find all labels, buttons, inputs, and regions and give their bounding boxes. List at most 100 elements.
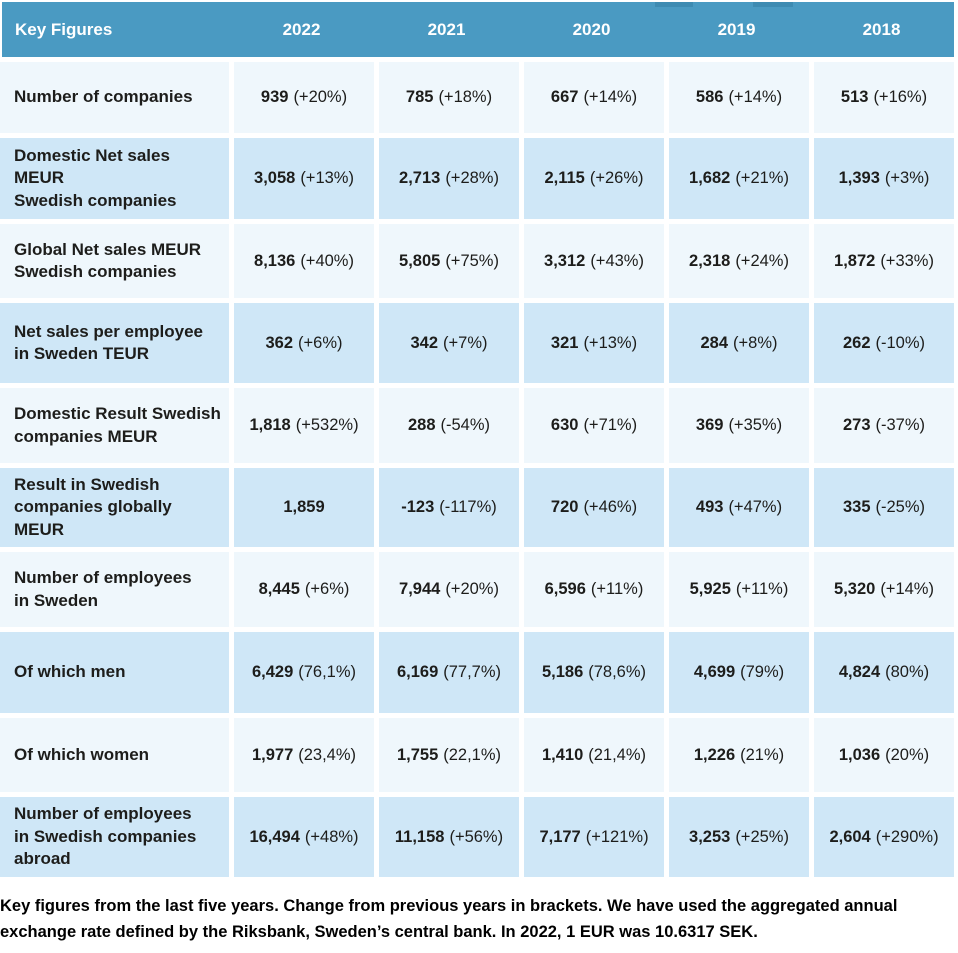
value-cell: 342 (+7%) [379, 303, 519, 383]
value-cell: 4,699 (79%) [669, 632, 809, 713]
cell-change: (+7%) [443, 333, 488, 352]
value-cell: 4,824 (80%) [814, 632, 954, 713]
cell-change: (+532%) [295, 416, 359, 434]
cell-number: 2,604 [829, 827, 871, 846]
row-label: Domestic Net sales MEUR Swedish companie… [14, 145, 177, 210]
cell-change: (20%) [885, 745, 930, 764]
value-cell: 6,596 (+11%) [524, 552, 664, 627]
cell-number: 1,818 [249, 416, 291, 434]
cell-change: (+46%) [583, 498, 638, 516]
row-number-of-companies: Number of companies 939 (+20%) 785 (+18%) … [0, 62, 954, 133]
cell-change: (22,1%) [443, 745, 502, 764]
value-cell: 1,226 (21%) [669, 718, 809, 792]
row-label-cell: Domestic Net sales MEUR Swedish companie… [0, 138, 229, 219]
header-year-2022: 2022 [282, 19, 321, 39]
value-cell: 939 (+20%) [234, 62, 374, 133]
cell-change: (+75%) [445, 251, 499, 270]
value-cell: 1,393 (+3%) [814, 138, 954, 219]
header-year-2019: 2019 [717, 19, 756, 39]
cell-change: (-37%) [875, 416, 926, 434]
cell-change: (-10%) [875, 333, 926, 352]
cell-change: (+25%) [735, 827, 789, 846]
value-cell: 2,713 (+28%) [379, 138, 519, 219]
cell-number: 342 [410, 333, 439, 352]
cell-change: (+21%) [735, 169, 789, 187]
value-cell: 785 (+18%) [379, 62, 519, 133]
row-global-net-sales: Global Net sales MEUR Swedish companies … [0, 224, 954, 298]
row-label: Of which women [14, 744, 150, 764]
cell-number: 667 [550, 88, 579, 106]
cell-change: (+20%) [293, 88, 348, 106]
value-cell: 5,925 (+11%) [669, 552, 809, 627]
table-caption: Key figures from the last five years. Ch… [0, 897, 898, 942]
value-cell: 630 (+71%) [524, 388, 664, 463]
cell-number: 6,429 [251, 663, 294, 681]
value-cell: 586 (+14%) [669, 62, 809, 133]
cell-number: 1,872 [834, 251, 876, 270]
value-cell: 1,755 (22,1%) [379, 718, 519, 792]
cell-change: (+71%) [583, 416, 638, 434]
value-cell: 2,604 (+290%) [814, 797, 954, 877]
cell-number: 8,445 [258, 580, 300, 598]
cell-number: 8,136 [254, 251, 296, 270]
cell-number: 11,158 [394, 827, 445, 846]
row-label: Result in Swedish companies globally MEU… [14, 474, 172, 539]
row-label: Number of employees in Swedish companies… [14, 804, 197, 869]
table-header-row: Key Figures 2022 2021 2020 2019 2018 [2, 2, 954, 57]
value-cell: 2,318 (+24%) [669, 224, 809, 298]
value-cell: 493 (+47%) [669, 468, 809, 547]
header-year-2021: 2021 [427, 19, 466, 39]
cell-change: (+14%) [880, 580, 934, 598]
cell-change: (-25%) [875, 498, 926, 516]
cell-change: (78,6%) [588, 663, 647, 681]
cell-number: 288 [407, 416, 436, 434]
value-cell: 362 (+6%) [234, 303, 374, 383]
value-cell: 321 (+13%) [524, 303, 664, 383]
cell-number: 2,713 [399, 169, 441, 187]
cell-change: (+35%) [728, 416, 783, 434]
value-cell: 11,158 (+56%) [379, 797, 519, 877]
row-label-cell: Of which men [0, 632, 229, 713]
value-cell: 288 (-54%) [379, 388, 519, 463]
row-label: Number of employees in Sweden [14, 568, 192, 610]
cell-change: (23,4%) [298, 745, 357, 764]
cell-change: (21,4%) [588, 745, 647, 764]
cell-number: 362 [265, 333, 294, 352]
cell-change: (-117%) [439, 498, 497, 516]
cell-change: (+11%) [590, 580, 644, 598]
value-cell: 335 (-25%) [814, 468, 954, 547]
row-label-cell: Number of employees in Sweden [0, 552, 229, 627]
cell-change: (+13%) [300, 169, 354, 187]
cell-number: 4,699 [693, 663, 736, 681]
cell-number: 7,944 [399, 580, 441, 598]
value-cell: 1,977 (23,4%) [234, 718, 374, 792]
cell-number: -123 [401, 498, 435, 516]
cell-change: (+8%) [733, 333, 778, 352]
header-year-2018: 2018 [862, 19, 901, 39]
value-cell: 6,169 (77,7%) [379, 632, 519, 713]
value-cell: 1,872 (+33%) [814, 224, 954, 298]
row-label-cell: Net sales per employee in Sweden TEUR [0, 303, 229, 383]
value-cell: 3,312 (+43%) [524, 224, 664, 298]
cell-change: (+40%) [300, 251, 354, 270]
header-top-accent-left [655, 2, 693, 7]
cell-change: (21%) [740, 745, 785, 764]
value-cell: 6,429 (76,1%) [234, 632, 374, 713]
cell-change: (+24%) [735, 251, 789, 270]
header-key-figures: Key Figures [15, 19, 113, 39]
cell-change: (+6%) [298, 333, 343, 352]
cell-number: 3,312 [544, 251, 586, 270]
cell-number: 5,805 [399, 251, 441, 270]
row-net-sales-per-employee: Net sales per employee in Sweden TEUR 36… [0, 303, 954, 383]
cell-change: (+16%) [873, 88, 928, 106]
key-figures-table: Key Figures 2022 2021 2020 2019 2018 Num… [0, 2, 958, 877]
cell-number: 6,596 [544, 580, 586, 598]
cell-change: (79%) [740, 663, 785, 681]
cell-change: (+290%) [875, 827, 939, 846]
row-label: Net sales per employee in Sweden TEUR [14, 321, 203, 363]
cell-number: 321 [550, 333, 579, 352]
cell-number: 2,115 [544, 169, 585, 187]
value-cell: 369 (+35%) [669, 388, 809, 463]
value-cell: 5,320 (+14%) [814, 552, 954, 627]
row-label: Global Net sales MEUR Swedish companies [14, 239, 202, 281]
